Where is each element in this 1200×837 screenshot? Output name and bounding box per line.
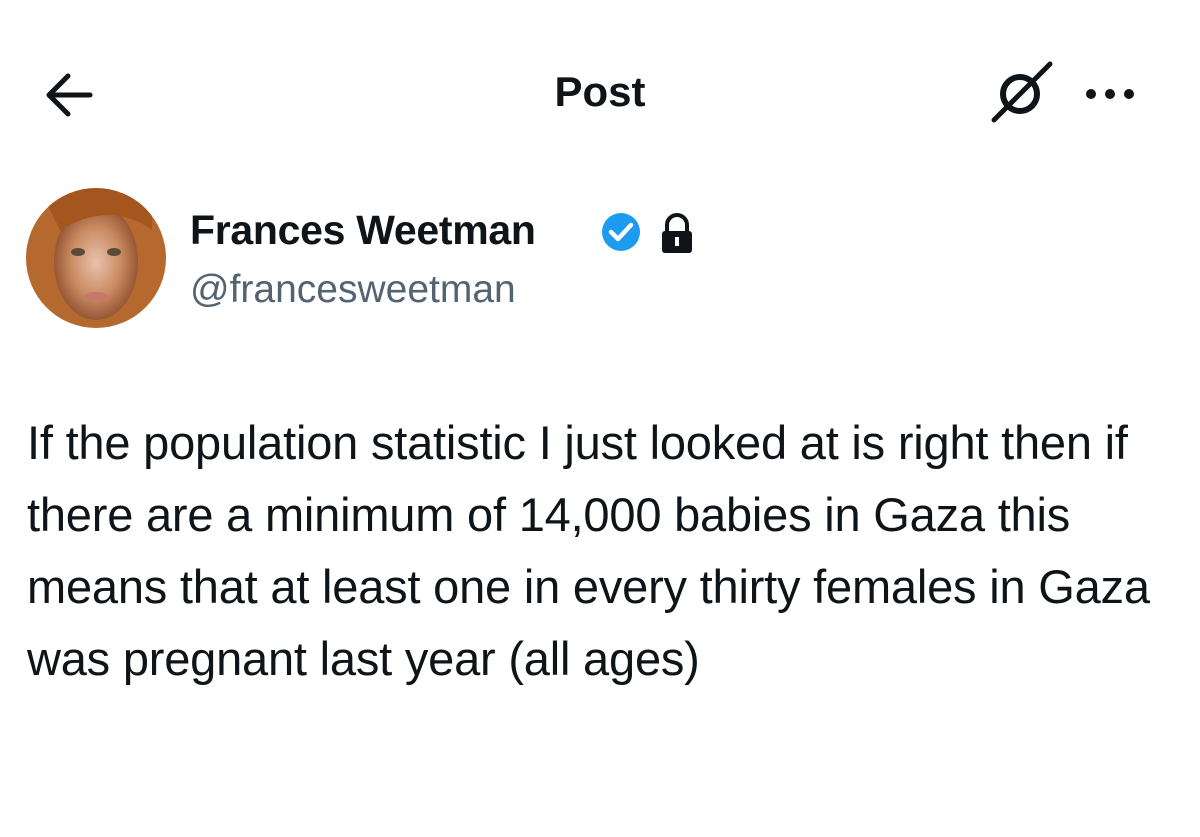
header-title: Post — [554, 68, 646, 115]
grok-icon[interactable] — [991, 61, 1053, 123]
back-button[interactable] — [46, 73, 93, 117]
author-handle[interactable]: @francesweetman — [190, 268, 516, 311]
author-name[interactable]: Frances Weetman — [190, 207, 536, 253]
more-button[interactable] — [1086, 89, 1134, 99]
verified-badge — [602, 213, 640, 251]
post-text: If the population statistic I just looke… — [27, 416, 1150, 685]
lock-icon — [662, 213, 692, 253]
avatar[interactable] — [26, 182, 166, 328]
